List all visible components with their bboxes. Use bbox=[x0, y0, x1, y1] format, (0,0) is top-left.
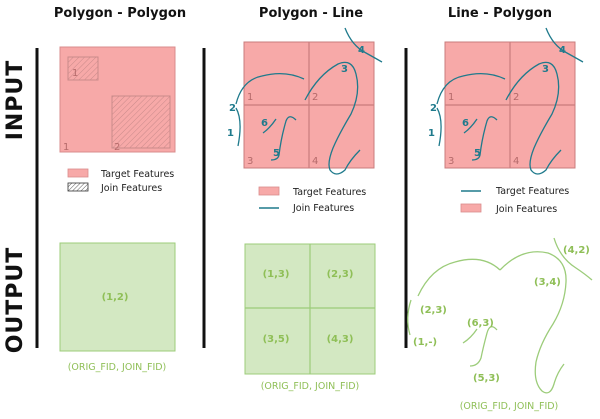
line-polygon-output: (4,2) (3,4) (2,3) (6,3) (1,-) (5,3) (ORI… bbox=[407, 237, 593, 412]
cell-label-3: 3 bbox=[448, 156, 454, 167]
line-label-1: 1 bbox=[227, 128, 234, 139]
legend-swatch-join bbox=[460, 203, 482, 213]
output-label-2-3: (2,3) bbox=[420, 305, 447, 316]
output-label-6-3: (6,3) bbox=[467, 318, 494, 329]
cell-label-4: 4 bbox=[513, 156, 519, 167]
output-line-4 bbox=[553, 237, 593, 281]
target-line-2 bbox=[436, 72, 506, 105]
line-label-4: 4 bbox=[358, 45, 365, 56]
target-line-4 bbox=[545, 27, 584, 63]
output-label-1-none: (1,-) bbox=[413, 337, 437, 348]
polygon-line-input: 1 2 3 4 1 2 3 4 5 6 bbox=[227, 27, 383, 175]
line-label-3: 3 bbox=[341, 64, 348, 75]
target-label-1: 1 bbox=[63, 142, 69, 153]
output-polygon bbox=[59, 242, 176, 352]
output-caption: (ORIG_FID, JOIN_FID) bbox=[460, 401, 559, 412]
polygon-polygon-input: 1 1 2 bbox=[59, 46, 176, 153]
output-line-3 bbox=[499, 251, 567, 394]
legend-label-target: Target Features bbox=[495, 186, 569, 197]
line-label-3: 3 bbox=[542, 64, 549, 75]
join-line-4 bbox=[344, 27, 383, 63]
polygon-line-legend: Target Features Join Features bbox=[258, 186, 366, 214]
output-caption: (ORIG_FID, JOIN_FID) bbox=[68, 362, 167, 373]
target-line-6 bbox=[463, 118, 478, 134]
line-label-1: 1 bbox=[428, 128, 435, 139]
output-line-1 bbox=[407, 299, 412, 336]
polygon-line-output: (1,3) (2,3) (3,5) (4,3) (ORIG_FID, JOIN_… bbox=[244, 243, 376, 392]
cell-label-1: 1 bbox=[247, 92, 253, 103]
output-line-2 bbox=[417, 258, 501, 297]
join-label-1: 1 bbox=[72, 68, 78, 79]
line-label-6: 6 bbox=[261, 118, 268, 129]
output-label-5-3: (5,3) bbox=[473, 373, 500, 384]
join-line-5 bbox=[270, 116, 297, 161]
legend-label-join: Join Features bbox=[100, 183, 162, 194]
column-title-polygon-line: Polygon - Line bbox=[259, 6, 363, 21]
line-label-5: 5 bbox=[474, 148, 481, 159]
legend-swatch-join bbox=[67, 182, 89, 192]
line-label-2: 2 bbox=[430, 103, 437, 114]
cell-label-3: 3 bbox=[247, 156, 253, 167]
output-caption: (ORIG_FID, JOIN_FID) bbox=[261, 381, 360, 392]
polygon-polygon-output: (1,2) (ORIG_FID, JOIN_FID) bbox=[59, 242, 176, 373]
join-label-2: 2 bbox=[114, 142, 120, 153]
line-label-4: 4 bbox=[559, 45, 566, 56]
legend-swatch-target bbox=[67, 168, 89, 178]
output-line-6 bbox=[462, 328, 478, 344]
line-polygon-legend: Target Features Join Features bbox=[460, 186, 569, 215]
output-label: (1,2) bbox=[102, 292, 129, 303]
column-title-polygon-polygon: Polygon - Polygon bbox=[54, 6, 186, 21]
output-line-5 bbox=[469, 326, 498, 367]
legend-label-target: Target Features bbox=[100, 169, 174, 180]
cell-label-4: 4 bbox=[312, 156, 318, 167]
join-line-6 bbox=[262, 118, 277, 134]
line-label-5: 5 bbox=[273, 148, 280, 159]
output-cell-1: (1,3) bbox=[263, 269, 290, 280]
legend-label-target: Target Features bbox=[292, 187, 366, 198]
target-line-3 bbox=[505, 61, 562, 175]
target-line-5 bbox=[471, 116, 498, 161]
output-label-3-4: (3,4) bbox=[534, 277, 561, 288]
output-label-4-2: (4,2) bbox=[563, 245, 590, 256]
cell-label-2: 2 bbox=[312, 92, 318, 103]
join-line-1 bbox=[235, 107, 241, 147]
legend-label-join: Join Features bbox=[495, 204, 557, 215]
legend-label-join: Join Features bbox=[292, 203, 354, 214]
side-label-output: OUTPUT bbox=[3, 247, 28, 354]
cell-label-2: 2 bbox=[513, 92, 519, 103]
column-title-line-polygon: Line - Polygon bbox=[448, 6, 552, 21]
join-line-3 bbox=[304, 61, 361, 175]
legend-swatch-target bbox=[258, 186, 280, 196]
output-cell-4: (4,3) bbox=[327, 334, 354, 345]
polygon-polygon-legend: Target Features Join Features bbox=[67, 168, 174, 194]
line-label-6: 6 bbox=[462, 118, 469, 129]
output-cell-3: (3,5) bbox=[263, 334, 290, 345]
join-polygon-large bbox=[111, 95, 171, 149]
side-label-input: INPUT bbox=[3, 60, 28, 141]
line-label-2: 2 bbox=[229, 103, 236, 114]
cell-label-1: 1 bbox=[448, 92, 454, 103]
output-cell-2: (2,3) bbox=[327, 269, 354, 280]
join-line-2 bbox=[235, 72, 305, 105]
line-polygon-input: 1 2 3 4 1 2 3 4 5 6 bbox=[428, 27, 584, 175]
target-line-1 bbox=[436, 107, 442, 147]
join-polygon-small bbox=[67, 56, 99, 81]
